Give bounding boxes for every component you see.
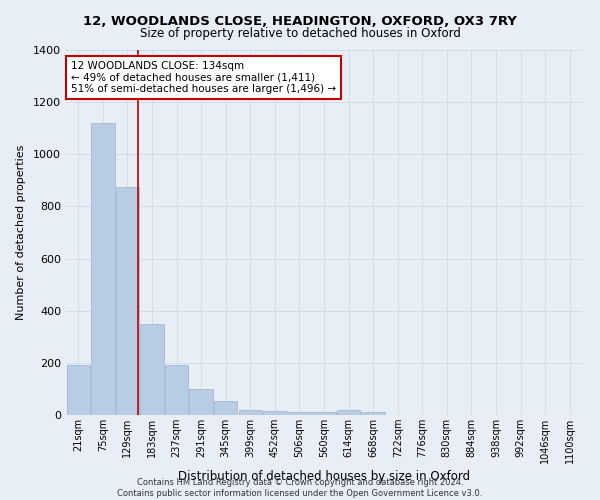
Y-axis label: Number of detached properties: Number of detached properties	[16, 145, 26, 320]
Bar	[288, 412, 311, 415]
Bar	[214, 400, 238, 415]
Bar	[165, 366, 188, 415]
Bar	[361, 412, 385, 415]
Bar	[67, 366, 90, 415]
Bar	[337, 410, 360, 415]
X-axis label: Distribution of detached houses by size in Oxford: Distribution of detached houses by size …	[178, 470, 470, 483]
Text: 12, WOODLANDS CLOSE, HEADINGTON, OXFORD, OX3 7RY: 12, WOODLANDS CLOSE, HEADINGTON, OXFORD,…	[83, 15, 517, 28]
Text: 12 WOODLANDS CLOSE: 134sqm
← 49% of detached houses are smaller (1,411)
51% of s: 12 WOODLANDS CLOSE: 134sqm ← 49% of deta…	[71, 61, 336, 94]
Bar	[91, 123, 115, 415]
Bar	[239, 410, 262, 415]
Bar	[190, 389, 213, 415]
Text: Contains HM Land Registry data © Crown copyright and database right 2024.
Contai: Contains HM Land Registry data © Crown c…	[118, 478, 482, 498]
Bar	[313, 412, 335, 415]
Bar	[140, 324, 164, 415]
Text: Size of property relative to detached houses in Oxford: Size of property relative to detached ho…	[140, 28, 460, 40]
Bar	[263, 411, 287, 415]
Bar	[116, 187, 139, 415]
